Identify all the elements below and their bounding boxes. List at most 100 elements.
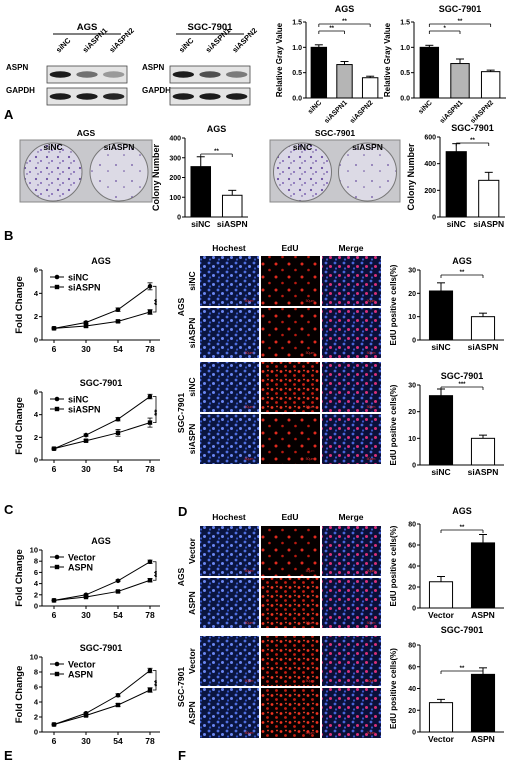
chart-d_edu_sgc: SGC-7901 EdU positive cells(%) 0 10 20 30 siNC… (389, 371, 504, 477)
legend-marker (54, 671, 60, 677)
chart-title: SGC-7901 (451, 123, 494, 133)
x-tick-label: 6 (52, 464, 57, 474)
chart-b_col_sgc: SGC-7901 Colony Number 0 200 400 600 siNC siASP… (406, 123, 505, 229)
y-tick-label: 1.5 (292, 20, 302, 27)
y-tick-label: 4 (34, 410, 39, 419)
point-siASPN (147, 420, 153, 425)
row-label: siASPN (187, 424, 197, 455)
point-ASPN (51, 598, 57, 603)
point-siNC (83, 432, 89, 438)
y-tick-label: 400 (424, 161, 436, 168)
y-tick-label: 0 (412, 338, 416, 345)
point-siNC (83, 320, 89, 325)
y-tick-label: 6 (34, 683, 38, 692)
y-tick-label: 6 (34, 388, 38, 397)
point-ASPN (115, 589, 121, 594)
point-siASPN (83, 323, 89, 329)
legend-label: ASPN (68, 670, 93, 680)
x-tick-label: 30 (81, 344, 91, 354)
sig-bracket (153, 285, 157, 313)
point-siNC (115, 307, 121, 312)
micrograph-Hochest (200, 308, 259, 358)
x-tick-label: 30 (81, 736, 91, 746)
band-GAPDH (103, 93, 125, 100)
scale-bar-label: 50μm (306, 299, 315, 303)
y-tick-label: 80 (408, 643, 416, 650)
band-GAPDH (76, 93, 98, 100)
protein-label-aspn: ASPN (6, 63, 28, 72)
y-tick-label: 20 (408, 291, 416, 298)
x-tick-label: Vector (428, 610, 455, 620)
y-tick-label: 2 (34, 713, 38, 722)
significance-label: ** (470, 138, 475, 144)
y-tick-label: 0 (177, 215, 181, 222)
y-axis-label: Relative Gray Value (383, 22, 392, 97)
blot-cell-line-title: SGC-7901 (188, 22, 234, 33)
bar-siASPN (470, 316, 496, 341)
point-Vector (115, 578, 121, 584)
band-GAPDH (199, 93, 221, 100)
x-tick-label: siASPN (473, 219, 504, 229)
y-tick-label: 1.0 (400, 45, 410, 52)
protein-label-gapdh: GAPDH (6, 86, 35, 95)
blot-cell-line-title: AGS (77, 22, 98, 33)
x-tick-label: siASPN (468, 467, 499, 477)
point-Vector (147, 559, 153, 565)
legend-label: ASPN (68, 563, 93, 573)
y-axis-label: Colony Number (406, 143, 416, 211)
significance-label: ** (460, 525, 465, 531)
y-tick-label: 4 (34, 698, 39, 707)
x-tick-label: siNC (431, 467, 450, 477)
y-axis-label: Relative Gray Value (275, 22, 284, 97)
micrograph-Hochest (200, 526, 259, 576)
bar-siASPN2 (361, 77, 379, 99)
x-tick-label: Vector (428, 734, 455, 744)
x-tick-label: siNC (191, 219, 210, 229)
legend-marker (54, 274, 60, 280)
bar-siNC (445, 151, 467, 218)
y-tick-label: 0 (34, 728, 38, 737)
row-label: siNC (187, 377, 197, 396)
x-tick-label: siASPN2 (469, 99, 495, 125)
point-siNC (115, 416, 121, 422)
y-tick-label: 100 (169, 195, 181, 202)
bar-siASPN2 (480, 71, 501, 99)
series-line-siNC (53, 285, 151, 329)
bar-siNC (428, 395, 454, 466)
chart-title: SGC-7901 (441, 625, 484, 635)
x-tick-label: siNC (431, 342, 450, 352)
y-tick-label: 2 (34, 312, 38, 321)
chart-title: AGS (91, 256, 111, 266)
x-tick-label: siASPN (468, 342, 499, 352)
x-tick-label: 6 (52, 736, 57, 746)
micrograph-grid-SGC-7901: 50μm 50μm 50μm siNC 50μm 50μm 50μm siASPNSGC-79… (176, 362, 381, 464)
stain-header: Hochest (212, 512, 246, 522)
micrograph-Merge (322, 578, 381, 628)
y-tick-label: 10 (30, 653, 38, 662)
point-Vector (115, 692, 121, 698)
x-tick-label: 6 (52, 344, 57, 354)
point-ASPN (83, 713, 89, 718)
series-line-Vector (53, 670, 151, 725)
y-tick-label: 300 (169, 155, 181, 162)
significance-label: ** (153, 298, 162, 305)
x-tick-label: siASPN1 (439, 99, 465, 125)
chart-title: SGC-7901 (80, 378, 123, 388)
y-tick-label: 60 (408, 543, 416, 550)
stain-header: EdU (282, 512, 299, 522)
micrograph-EdU (261, 362, 320, 412)
protein-label-gapdh: GAPDH (142, 86, 171, 95)
grid-cell-line-label: AGS (176, 297, 186, 316)
micrograph-EdU (261, 578, 320, 628)
bar-siNC (310, 46, 328, 99)
band-GAPDH (49, 93, 71, 100)
grid-cell-line-label: AGS (176, 567, 186, 586)
scale-bar-label: 50μm (245, 299, 254, 303)
y-tick-label: 0 (412, 463, 416, 470)
chart-f_edu_ags: AGS EdU positive cells(%) 0 20 40 60 80 Vector A… (389, 506, 504, 620)
y-tick-label: 20 (408, 409, 416, 416)
legend-label: siASPN (68, 283, 101, 293)
x-tick-label: siNC (418, 99, 434, 115)
